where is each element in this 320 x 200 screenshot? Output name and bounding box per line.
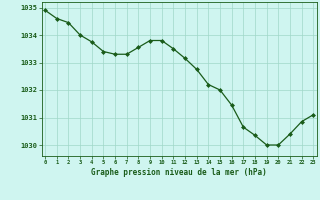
- X-axis label: Graphe pression niveau de la mer (hPa): Graphe pression niveau de la mer (hPa): [91, 168, 267, 177]
